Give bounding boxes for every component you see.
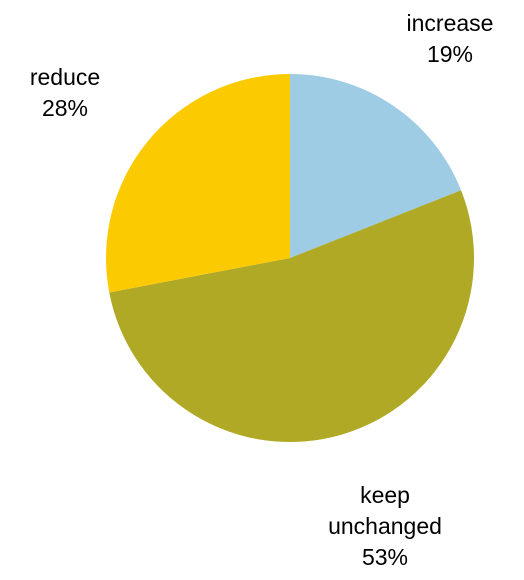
slice-label-reduce: reduce 28%: [30, 62, 100, 124]
slice-category-label: keep: [360, 482, 410, 508]
pie-slice-keep-unchanged: [109, 190, 475, 443]
slice-label-increase: increase 19%: [407, 8, 494, 70]
pie-slices: [106, 74, 475, 443]
slice-category-label: unchanged: [328, 513, 442, 539]
slice-category-label: reduce: [29, 64, 101, 90]
slice-label-keep-unchanged: keep unchanged 53%: [328, 480, 442, 573]
pie-slice-increase: [290, 74, 462, 258]
slice-category-label: increase: [406, 10, 494, 36]
slice-value-label: 53%: [361, 544, 409, 570]
pie-slice-reduce: [106, 74, 290, 293]
slice-value-label: 19%: [426, 41, 474, 67]
slice-value-label: 28%: [41, 95, 89, 121]
